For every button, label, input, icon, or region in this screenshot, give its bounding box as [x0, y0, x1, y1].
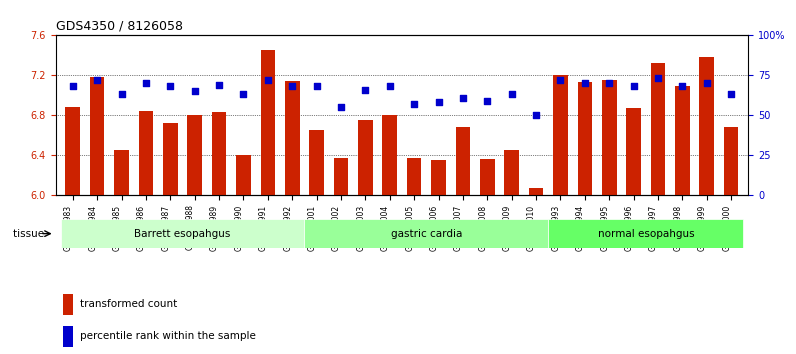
- Point: [91, 77, 103, 83]
- Bar: [285, 81, 299, 195]
- Bar: [90, 77, 104, 195]
- Point: [700, 80, 713, 86]
- Point: [725, 92, 738, 97]
- Point: [603, 80, 615, 86]
- Bar: [626, 108, 641, 195]
- Bar: [139, 111, 154, 195]
- Text: transformed count: transformed count: [80, 299, 178, 309]
- Point: [505, 92, 518, 97]
- Point: [310, 84, 323, 89]
- Bar: [431, 160, 446, 195]
- Point: [554, 77, 567, 83]
- Point: [627, 84, 640, 89]
- Point: [384, 84, 396, 89]
- Bar: [212, 112, 226, 195]
- Point: [189, 88, 201, 94]
- Text: percentile rank within the sample: percentile rank within the sample: [80, 331, 256, 341]
- Bar: [553, 75, 568, 195]
- FancyBboxPatch shape: [60, 219, 304, 248]
- FancyBboxPatch shape: [304, 219, 548, 248]
- Point: [115, 92, 128, 97]
- Point: [213, 82, 225, 87]
- Point: [457, 95, 470, 101]
- Text: Barrett esopahgus: Barrett esopahgus: [135, 229, 231, 239]
- Point: [408, 101, 420, 107]
- Bar: [63, 326, 73, 347]
- Bar: [407, 158, 422, 195]
- Bar: [700, 57, 714, 195]
- Text: GDS4350 / 8126058: GDS4350 / 8126058: [56, 20, 183, 33]
- Text: normal esopahgus: normal esopahgus: [598, 229, 694, 239]
- Bar: [650, 63, 665, 195]
- Point: [286, 84, 298, 89]
- Bar: [358, 120, 373, 195]
- Bar: [236, 155, 251, 195]
- Bar: [480, 159, 494, 195]
- Bar: [334, 158, 349, 195]
- Point: [66, 84, 79, 89]
- Bar: [382, 115, 397, 195]
- Point: [529, 112, 542, 118]
- Bar: [578, 82, 592, 195]
- Bar: [310, 130, 324, 195]
- Bar: [187, 115, 202, 195]
- Point: [652, 75, 665, 81]
- Bar: [115, 150, 129, 195]
- Point: [579, 80, 591, 86]
- Bar: [602, 80, 617, 195]
- Bar: [63, 294, 73, 315]
- Text: gastric cardia: gastric cardia: [391, 229, 462, 239]
- Point: [262, 77, 275, 83]
- Bar: [65, 107, 80, 195]
- Point: [139, 80, 152, 86]
- Bar: [529, 188, 544, 195]
- Bar: [675, 86, 689, 195]
- Text: tissue: tissue: [13, 229, 48, 239]
- Point: [359, 87, 372, 92]
- Bar: [455, 127, 470, 195]
- Bar: [724, 127, 739, 195]
- Bar: [163, 123, 178, 195]
- Point: [334, 104, 347, 110]
- Point: [432, 99, 445, 105]
- Bar: [505, 150, 519, 195]
- Bar: [260, 50, 275, 195]
- Point: [164, 84, 177, 89]
- Point: [481, 98, 494, 103]
- Point: [237, 92, 250, 97]
- Point: [676, 84, 689, 89]
- FancyBboxPatch shape: [548, 219, 743, 248]
